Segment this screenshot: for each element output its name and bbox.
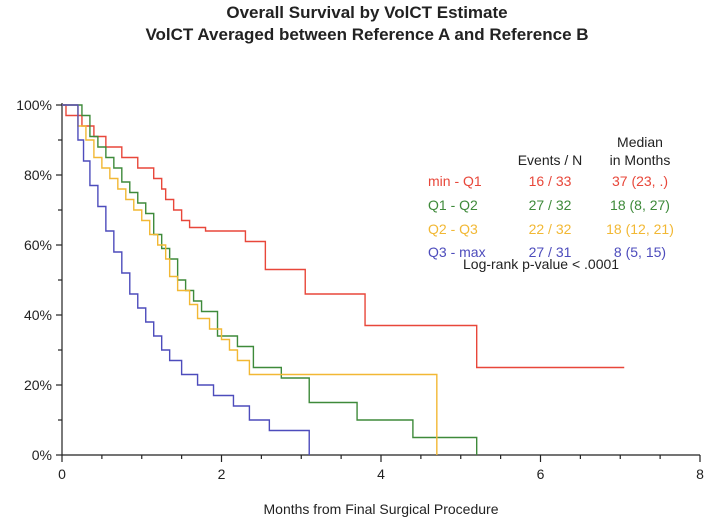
legend-footnote: Log-rank p-value < .0001 bbox=[463, 256, 619, 272]
x-ticks: 0 2 4 6 8 bbox=[58, 455, 704, 482]
y-tick-label: 40% bbox=[24, 307, 52, 323]
y-tick-label: 0% bbox=[32, 447, 52, 463]
x-tick-label: 0 bbox=[58, 466, 66, 482]
legend: Median Events / N in Months min - Q1 16 /… bbox=[428, 134, 674, 272]
legend-series-name: Q2 - Q3 bbox=[428, 221, 478, 237]
y-ticks: 0% 20% 40% 60% 80% 100% bbox=[16, 97, 62, 463]
legend-median-header-1: Median bbox=[617, 134, 663, 150]
chart-title: Overall Survival by VolCT Estimate bbox=[226, 3, 507, 22]
legend-series-events: 27 / 32 bbox=[529, 197, 572, 213]
x-tick-label: 6 bbox=[537, 466, 545, 482]
x-tick-label: 2 bbox=[218, 466, 226, 482]
series-line-3 bbox=[62, 104, 438, 455]
axes bbox=[61, 103, 700, 456]
legend-events-header: Events / N bbox=[518, 152, 583, 168]
x-tick-label: 4 bbox=[377, 466, 385, 482]
legend-median-header-2: in Months bbox=[610, 152, 671, 168]
x-axis-label: Months from Final Surgical Procedure bbox=[264, 501, 499, 517]
legend-series-median: 18 (12, 21) bbox=[606, 221, 674, 237]
chart-subtitle: VolCT Averaged between Reference A and R… bbox=[145, 25, 588, 44]
legend-series-events: 16 / 33 bbox=[529, 173, 572, 189]
y-tick-label: 60% bbox=[24, 237, 52, 253]
y-tick-label: 100% bbox=[16, 97, 52, 113]
legend-series-median: 37 (23, .) bbox=[612, 173, 668, 189]
legend-series-events: 27 / 31 bbox=[529, 244, 572, 260]
y-tick-label: 80% bbox=[24, 167, 52, 183]
series-line-4 bbox=[62, 104, 310, 455]
series-line-1 bbox=[62, 104, 625, 369]
legend-series-name: Q3 - max bbox=[428, 244, 486, 260]
series-lines bbox=[62, 104, 625, 455]
legend-series-name: Q1 - Q2 bbox=[428, 197, 478, 213]
x-tick-label: 8 bbox=[696, 466, 704, 482]
legend-rows: min - Q1 16 / 33 37 (23, .) Q1 - Q2 27 / 32 1… bbox=[428, 173, 674, 260]
legend-series-events: 22 / 32 bbox=[529, 221, 572, 237]
y-tick-label: 20% bbox=[24, 377, 52, 393]
legend-series-median: 18 (8, 27) bbox=[610, 197, 670, 213]
legend-series-median: 8 (5, 15) bbox=[614, 244, 666, 260]
legend-series-name: min - Q1 bbox=[428, 173, 482, 189]
